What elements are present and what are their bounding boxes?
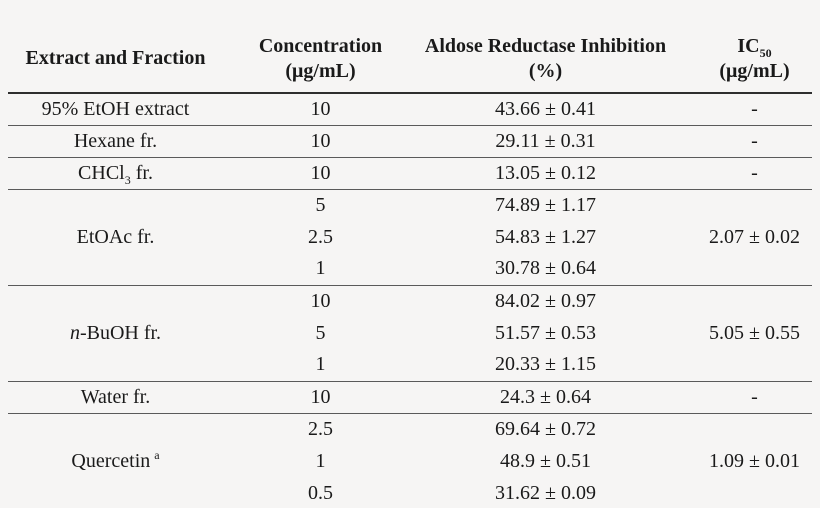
quercetin-superscript-a: a	[154, 448, 160, 463]
row-etoac-1: EtOAc fr. 5 74.89 ± 1.17 2.07 ± 0.02	[8, 189, 812, 286]
row-quercetin-1: Quercetin a 2.5 69.64 ± 0.72 1.09 ± 0.01	[8, 413, 812, 472]
inhibition-cell: 29.11 ± 0.31	[418, 125, 673, 158]
inhibition-cell: 31.62 ± 0.09	[495, 481, 596, 504]
nbuoh-rest: -BuOH fr.	[79, 321, 162, 344]
header-extract-label: Extract and Fraction	[25, 47, 206, 69]
concentration-cell: 2.5	[308, 417, 333, 440]
concentration-cell: 2.5	[308, 225, 333, 248]
header-ic50-line1: IC50	[697, 34, 812, 59]
ic50-cell: 1.09 ± 0.01	[709, 449, 800, 472]
extract-name-cell: Water fr.	[8, 381, 223, 414]
extract-name-cell: EtOAc fr.	[8, 189, 223, 286]
header-ic50-line2: (μg/mL)	[719, 60, 790, 82]
row-etoac-2: 2.5 54.83 ± 1.27	[8, 221, 812, 253]
extract-name-cell: n-BuOH fr.	[8, 285, 223, 382]
inhibition-cell: 20.33 ± 1.15	[418, 349, 673, 382]
chcl3-base: CHCl	[78, 161, 125, 184]
concentration-cell: 10	[223, 93, 418, 126]
inhibition-cell: 24.3 ± 0.64	[418, 381, 673, 414]
chcl3-subscript: 3	[124, 172, 131, 187]
row-nbuoh-3: 1 20.33 ± 1.15	[8, 349, 812, 382]
inhibition-cell: 69.64 ± 0.72	[495, 417, 596, 440]
inhibition-cell: 74.89 ± 1.17	[495, 193, 596, 216]
inhibition-cell: 84.02 ± 0.97	[495, 289, 596, 312]
extract-name-cell: Quercetin a	[8, 413, 223, 508]
concentration-cell: 1	[223, 349, 418, 382]
header-inhibition-line1: Aldose Reductase Inhibition	[424, 35, 667, 57]
ic50-cell: -	[673, 157, 812, 190]
row-quercetin-2: 1 48.9 ± 0.51	[8, 445, 812, 477]
inhibition-cell: 30.78 ± 0.64	[418, 253, 673, 286]
ic50-text: IC	[737, 35, 760, 57]
inhibition-cell: 13.05 ± 0.12	[418, 157, 673, 190]
row-etoh-extract: 95% EtOH extract 10 43.66 ± 0.41 -	[8, 93, 812, 126]
inhibition-cell: 48.9 ± 0.51	[500, 449, 591, 472]
ic50-cell: 2.07 ± 0.02	[673, 189, 812, 286]
header-row: Extract and Fraction Concentration (μg/m…	[8, 0, 812, 94]
extract-name-cell: Hexane fr.	[8, 125, 223, 158]
concentration-cell: 10	[310, 289, 331, 312]
ic50-cell: -	[673, 381, 812, 414]
nbuoh-italic-n: n	[69, 321, 80, 344]
header-concentration: Concentration (μg/mL)	[223, 0, 418, 94]
concentration-cell: 5	[315, 193, 326, 216]
concentration-cell: 10	[223, 157, 418, 190]
concentration-cell: 5	[315, 321, 326, 344]
row-nbuoh-1: n-BuOH fr. 10 84.02 ± 0.97 5.05 ± 0.55	[8, 285, 812, 382]
concentration-cell: 1	[315, 449, 326, 472]
extract-name-cell: CHCl3 fr.	[8, 157, 223, 190]
concentration-cell: 10	[223, 125, 418, 158]
concentration-cell: 10	[223, 381, 418, 414]
chcl3-suffix: fr.	[130, 161, 153, 184]
inhibition-cell: 43.66 ± 0.41	[418, 93, 673, 126]
row-quercetin-3: 0.5 31.62 ± 0.09	[8, 477, 812, 508]
header-concentration-line1: Concentration	[258, 35, 383, 57]
header-extract-and-fraction: Extract and Fraction	[8, 0, 223, 94]
results-table: Extract and Fraction Concentration (μg/m…	[8, 0, 812, 508]
row-nbuoh-2: 5 51.57 ± 0.53	[8, 317, 812, 349]
ic50-subscript: 50	[759, 46, 772, 60]
row-chcl3: CHCl3 fr. 10 13.05 ± 0.12 -	[8, 157, 812, 190]
ic50-cell: 5.05 ± 0.55	[673, 285, 812, 382]
header-inhibition-line2: (%)	[528, 60, 563, 82]
inhibition-cell: 54.83 ± 1.27	[495, 225, 596, 248]
extract-name-cell: 95% EtOH extract	[8, 93, 223, 126]
concentration-cell: 0.5	[308, 481, 333, 504]
ic50-cell: -	[673, 93, 812, 126]
concentration-cell: 1	[223, 253, 418, 286]
header-ic50: IC50 (μg/mL)	[673, 0, 812, 94]
header-concentration-line2: (μg/mL)	[285, 60, 356, 82]
ic50-cell: -	[673, 125, 812, 158]
row-hexane: Hexane fr. 10 29.11 ± 0.31 -	[8, 125, 812, 158]
row-water: Water fr. 10 24.3 ± 0.64 -	[8, 381, 812, 414]
row-etoac-3: 1 30.78 ± 0.64	[8, 253, 812, 286]
header-inhibition: Aldose Reductase Inhibition (%)	[418, 0, 673, 94]
inhibition-cell: 51.57 ± 0.53	[495, 321, 596, 344]
quercetin-text: Quercetin	[71, 449, 151, 472]
